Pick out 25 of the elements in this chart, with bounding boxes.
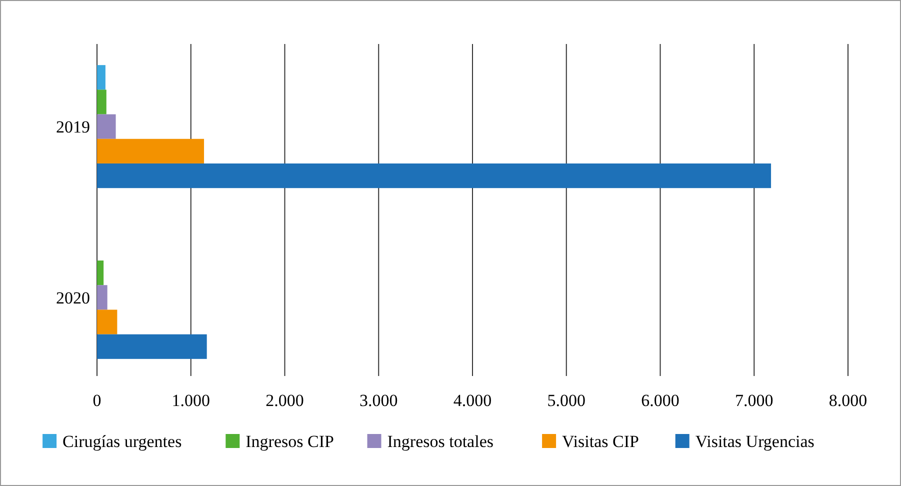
y-tick-label: 2019 <box>56 118 90 137</box>
bar <box>97 310 118 334</box>
x-tick-label: 4.000 <box>453 391 492 410</box>
legend-label: Visitas Urgencias <box>695 432 814 451</box>
x-tick-label: 5.000 <box>547 391 586 410</box>
bar <box>97 90 106 114</box>
bar <box>97 334 207 359</box>
x-tick-label: 3.000 <box>360 391 398 410</box>
bar <box>97 65 106 90</box>
bar <box>97 163 772 188</box>
x-tick-label: 2.000 <box>266 391 304 410</box>
x-tick-label: 0 <box>92 391 102 410</box>
bar <box>97 114 116 139</box>
legend-label: Cirugías urgentes <box>62 432 182 451</box>
bar <box>97 285 108 310</box>
bar <box>97 260 104 286</box>
x-tick-label: 1.000 <box>172 391 210 410</box>
legend-label: Ingresos CIP <box>246 432 334 451</box>
legend-label: Visitas CIP <box>562 432 639 451</box>
legend-label: Ingresos totales <box>387 432 494 451</box>
x-tick-label: 8.000 <box>828 391 868 410</box>
bar <box>97 138 204 164</box>
x-tick-label: 7.000 <box>735 391 774 410</box>
x-tick-label: 6.000 <box>641 391 680 410</box>
y-tick-label: 2020 <box>56 288 90 308</box>
